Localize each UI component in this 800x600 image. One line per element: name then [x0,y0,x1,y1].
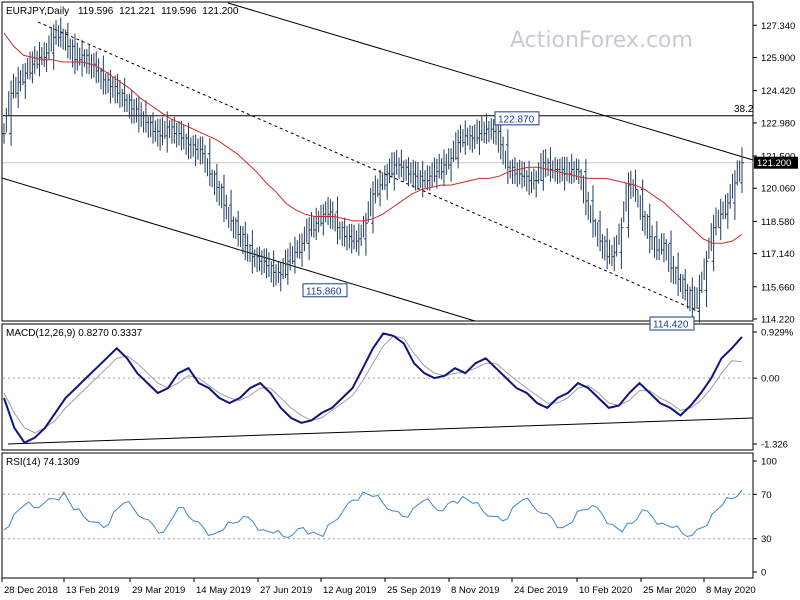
current-price-label: 121.200 [757,158,791,169]
macd-panel-frame [1,323,754,451]
price-low: 119.596 [161,6,197,17]
price-bars [2,17,744,323]
price-tick-label: 114.220 [761,315,795,326]
price-annotation-label: 115.860 [306,286,342,297]
time-tick-label: 8 May 2020 [706,585,756,596]
macd-axis: 0.929% 0.00 -1.326 [753,328,794,451]
macd-line [3,332,743,444]
time-tick-label: 27 Jun 2019 [260,585,312,596]
price-tick-label: 124.420 [761,86,795,97]
current-price-box [754,156,798,169]
macd-tick-label: -1.326 [761,440,788,451]
price-annotation-label: 114.420 [653,320,689,331]
macd-tick-label: 0.00 [761,374,780,385]
rsi-tick-label: 100 [761,457,777,468]
rsi-tick-label: 0 [761,568,766,579]
price-high: 121.221 [119,6,156,17]
dashed-trendline [37,21,701,313]
rsi-tick-label: 70 [761,490,772,501]
price-tick-label: 120.060 [761,184,795,195]
time-tick-label: 8 Nov 2019 [451,585,500,596]
price-tick-label: 115.660 [761,282,795,293]
price-annotation-box [649,316,695,331]
rsi-tick-label: 30 [761,534,772,545]
price-tick-label: 127.340 [761,21,795,32]
rsi-levels [3,493,753,540]
rsi-axis: 100 70 30 0 [753,457,777,579]
time-tick-label: 29 Mar 2019 [132,585,185,596]
time-axis: 28 Dec 2018 13 Feb 2019 29 Mar 2019 14 May … [1,578,756,596]
moving-average-line [3,32,743,244]
price-annotation-box [302,283,348,298]
price-grid [3,115,753,164]
fib-label: 38.2 [734,104,754,115]
price-tick-label: 125.900 [761,53,795,64]
time-tick-label: 25 Mar 2020 [643,585,696,596]
price-panel-frame [1,1,754,322]
time-tick-label: 25 Sep 2019 [387,585,441,596]
channel-lower-line [1,177,476,322]
price-open: 119.596 [78,6,114,17]
macd-tick-label: 0.929% [761,328,794,339]
price-symbol: EURJPY,Daily [6,6,69,17]
price-close: 121.200 [202,6,239,17]
price-tick-label: 122.980 [761,118,795,129]
time-tick-label: 14 May 2019 [196,585,251,596]
rsi-line [3,489,743,539]
time-tick-label: 24 Dec 2019 [514,585,568,596]
rsi-panel-title: RSI(14) 74.1309 [6,457,80,468]
time-tick-label: 12 Aug 2019 [323,585,376,596]
price-annotation-box [494,111,540,126]
price-panel-title: EURJPY,Daily 119.596 121.221 119.596 121… [6,6,239,17]
watermark: ActionForex.com [510,28,693,53]
time-tick-label: 13 Feb 2019 [66,585,119,596]
price-trendlines [1,2,754,322]
price-annotation-label: 122.870 [498,114,535,125]
macd-panel-title: MACD(12,26,9) 0.8270 0.3337 [6,328,143,339]
price-tick-label: 117.140 [761,249,795,260]
channel-upper-line [227,2,754,161]
time-tick-label: 28 Dec 2018 [4,585,58,596]
price-tick-label: 118.580 [761,217,795,228]
rsi-panel-frame [1,452,754,579]
macd-trendline [7,417,754,445]
price-axis: 127.340125.900124.420122.980121.500120.0… [753,21,798,326]
time-tick-label: 10 Feb 2020 [579,585,632,596]
price-annotations: 122.870 115.860 114.420 [302,111,695,331]
